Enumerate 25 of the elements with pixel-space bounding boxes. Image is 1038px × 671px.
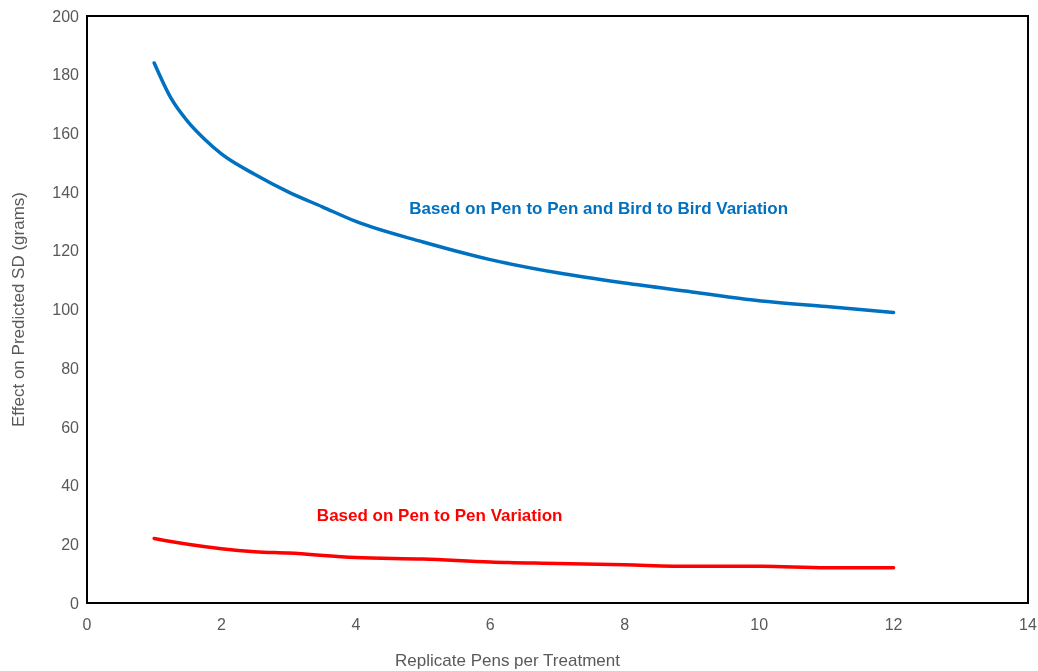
line-series bbox=[152, 61, 896, 315]
y-tick-label: 100 bbox=[52, 301, 80, 319]
x-tick-label: 10 bbox=[750, 616, 769, 633]
y-tick-label: 20 bbox=[61, 535, 80, 553]
x-tick-label: 2 bbox=[216, 616, 226, 633]
y-tick-label: 180 bbox=[52, 66, 80, 84]
x-tick-label: 14 bbox=[1019, 616, 1037, 633]
x-tick-label: 6 bbox=[485, 616, 495, 633]
x-tick-label: 8 bbox=[620, 616, 630, 633]
y-tick-label: 140 bbox=[52, 183, 80, 201]
line-series bbox=[152, 536, 896, 570]
y-tick-label: 40 bbox=[61, 477, 80, 495]
y-tick-label: 120 bbox=[52, 242, 80, 260]
x-axis-title: Replicate Pens per Treatment bbox=[395, 651, 621, 670]
x-tick-label: 0 bbox=[82, 616, 92, 633]
y-tick-label: 160 bbox=[52, 125, 80, 142]
y-axis-title: Effect on Predicted SD (grams) bbox=[9, 192, 28, 427]
series-label: Based on Pen to Pen and Bird to Bird Variation bbox=[409, 198, 789, 218]
y-tick-label: 0 bbox=[70, 594, 80, 612]
x-tick-label: 12 bbox=[884, 616, 903, 633]
x-tick-label: 4 bbox=[351, 616, 361, 633]
y-tick-label: 80 bbox=[61, 359, 80, 377]
y-tick-label: 60 bbox=[61, 418, 80, 436]
y-tick-label: 200 bbox=[52, 7, 80, 25]
series-label: Based on Pen to Pen Variation bbox=[316, 505, 563, 525]
